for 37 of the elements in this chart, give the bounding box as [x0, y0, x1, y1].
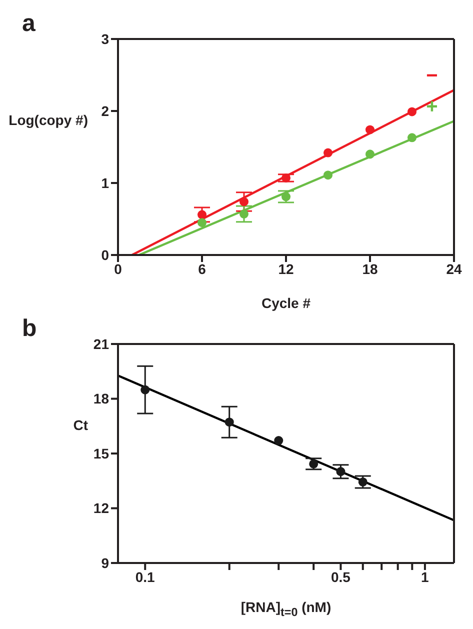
x-tick-label: 12 — [278, 260, 294, 277]
y-tick-label: 3 — [101, 30, 110, 47]
point — [407, 107, 417, 116]
y-tick-label: 21 — [93, 336, 110, 352]
point — [323, 170, 333, 180]
y-tick-label: 0 — [101, 246, 110, 263]
point — [365, 125, 375, 134]
x-tick-label: 0 — [114, 260, 122, 277]
y-axis-title: Log(copy #) — [8, 112, 88, 128]
point — [281, 173, 291, 182]
chart-title: b — [22, 315, 37, 343]
point — [281, 192, 291, 202]
x-axis-title: Cycle # — [260, 295, 312, 311]
point — [365, 150, 375, 159]
point — [239, 197, 249, 206]
point — [197, 218, 207, 228]
y-tick-label: 9 — [101, 554, 110, 571]
x-tick-label: 0.1 — [135, 568, 156, 585]
series-label: − — [426, 65, 438, 88]
x-tick-label: 0.5 — [330, 568, 351, 585]
y-tick-label: 18 — [93, 390, 110, 407]
x-tick-label: 18 — [362, 260, 378, 277]
y-tick-label: 2 — [101, 102, 110, 119]
y-tick-label: 15 — [93, 445, 110, 462]
x-tick-label: 6 — [198, 260, 206, 277]
point — [323, 148, 333, 158]
point — [197, 210, 207, 220]
y-tick-label: 1 — [101, 174, 110, 191]
x-tick-label: 24 — [446, 260, 462, 277]
point — [407, 133, 417, 142]
series-label: + — [426, 96, 438, 118]
y-axis-title: Ct — [72, 417, 88, 434]
point — [239, 209, 249, 218]
x-axis-title: [RNA]$_{t=0}$ (nM) — [240, 599, 332, 619]
chart-title: a — [22, 10, 36, 38]
y-tick-label: 12 — [93, 500, 110, 516]
x-tick-label: 1 — [421, 568, 430, 585]
